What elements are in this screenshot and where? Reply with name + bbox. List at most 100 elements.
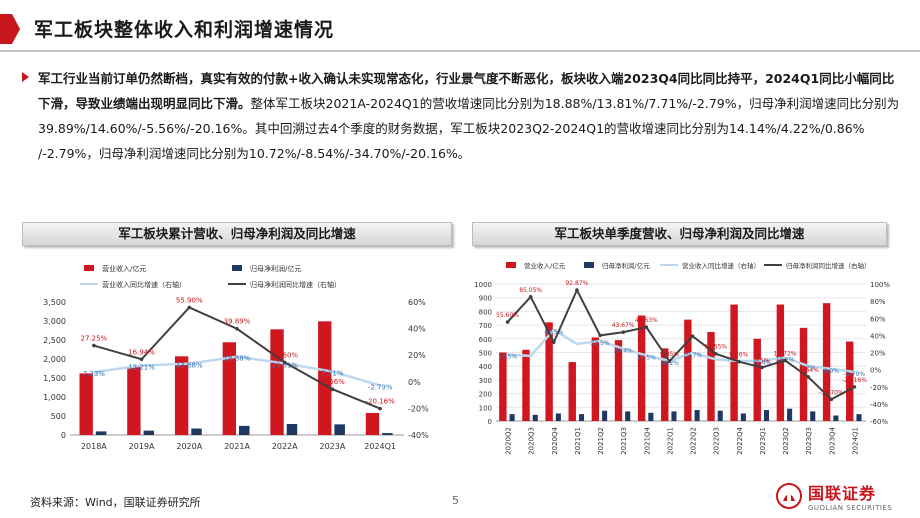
revenue-growth-label: 4.2% <box>801 365 817 372</box>
profit-growth-label: 55.90% <box>176 296 203 304</box>
x-tick-label: 2020Q2 <box>505 427 513 455</box>
profit-growth-label: 14.60% <box>271 351 298 359</box>
x-tick-label: 2022A <box>272 442 298 451</box>
y-left-tick: 800 <box>479 308 492 316</box>
profit-growth-point <box>852 385 857 389</box>
revenue-growth-label: -2.79% <box>844 371 866 378</box>
profit-growth-point <box>690 334 695 339</box>
profit-growth-point <box>783 358 787 363</box>
summary-paragraph: 军工行业当前订单仍然断档，真实有效的付款+收入确认未实现常态化，行业景气度不断恶… <box>38 66 900 166</box>
x-tick-label: 2023A <box>320 442 346 451</box>
profit-growth-point <box>139 357 144 362</box>
revenue-growth-label: 24.4% <box>614 348 633 355</box>
profit-growth-point <box>575 288 579 292</box>
summary-bold-text: 军工行业当前订单仍然断档，真实有效的付款+收入确认未实现常态化，行业景气度不断恶… <box>38 71 895 111</box>
profit-growth-label: 27.25% <box>81 335 108 343</box>
x-tick-label: 2020Q3 <box>528 427 536 455</box>
y-left-tick: 500 <box>479 350 492 358</box>
revenue-growth-label: 16.5% <box>637 354 656 361</box>
profit-growth-label: 43.67% <box>612 322 635 329</box>
y-left-tick: 400 <box>479 363 492 371</box>
legend-label: 归母净利润同比增速（右轴） <box>250 280 341 289</box>
profit-bar <box>625 411 631 421</box>
profit-bar <box>239 425 250 435</box>
profit-bar <box>555 413 561 421</box>
y-left-tick: 2,500 <box>43 336 66 345</box>
y-left-tick: 1,000 <box>43 393 66 402</box>
logo-chinese-name: 国联证券 <box>808 484 877 503</box>
profit-growth-point <box>92 343 96 348</box>
y-right-tick: 40% <box>870 332 886 340</box>
profit-growth-label: -34.70% <box>819 389 844 396</box>
revenue-growth-label: 18.88% <box>224 355 251 363</box>
x-tick-label: 2024Q1 <box>364 442 396 451</box>
x-tick-label: 2019A <box>129 442 155 451</box>
profit-growth-point <box>760 365 764 370</box>
revenue-bar <box>614 340 623 421</box>
page-number: 5 <box>452 494 459 507</box>
y-right-tick: 0% <box>408 378 421 387</box>
y-left-tick: 1,500 <box>43 374 66 383</box>
x-tick-label: 2021Q2 <box>597 427 605 455</box>
profit-growth-label: 55.60% <box>496 312 519 319</box>
y-right-tick: 20% <box>870 350 886 358</box>
x-tick-label: 2020Q4 <box>551 426 559 454</box>
profit-growth-label: 9.85% <box>660 351 679 358</box>
profit-growth-point <box>667 359 672 363</box>
legend-label: 营业收入同比增速（右轴） <box>102 280 186 289</box>
y-left-tick: 500 <box>51 412 66 421</box>
revenue-bar <box>661 348 669 421</box>
legend-label: 营业收入/亿元 <box>524 261 566 270</box>
profit-bar <box>578 414 585 421</box>
profit-growth-label: 9.26% <box>729 352 748 359</box>
y-left-tick: 700 <box>479 322 492 330</box>
x-tick-label: 2023Q1 <box>759 427 767 455</box>
y-left-tick: 300 <box>479 377 492 385</box>
right-chart-title: 军工板块单季度营收、归母净利润及同比增速 <box>472 222 887 246</box>
profit-growth-label: 85.05% <box>519 287 542 294</box>
profit-growth-label: -20.16% <box>366 398 396 406</box>
profit-growth-point <box>187 305 192 310</box>
x-tick-label: 2020A <box>176 442 202 451</box>
x-tick-label: 2021A <box>224 442 250 451</box>
profit-bar <box>763 410 770 421</box>
revenue-bar <box>365 412 380 435</box>
revenue-growth-label: 33.5% <box>591 340 610 347</box>
revenue-bar <box>318 321 332 435</box>
profit-bar <box>856 414 862 421</box>
y-right-tick: 80% <box>870 298 886 306</box>
profit-growth-label: -5.56% <box>320 378 345 386</box>
revenue-growth-label: 13.68% <box>176 362 203 370</box>
profit-growth-label: 10.72% <box>774 350 797 357</box>
x-tick-label: 2022Q3 <box>713 427 721 455</box>
logo-english-name: GUOLIAN SECURITIES <box>808 504 893 512</box>
profit-bar <box>143 430 155 435</box>
profit-bar <box>382 433 393 435</box>
revenue-bar <box>822 303 831 421</box>
revenue-bar <box>127 366 141 435</box>
x-tick-label: 2018A <box>81 442 107 451</box>
legend-swatch <box>584 262 594 268</box>
profit-growth-label: -8.54% <box>798 367 820 374</box>
profit-bar <box>532 414 538 421</box>
x-tick-label: 2023Q4 <box>828 426 836 454</box>
legend-label: 营业收入/亿元 <box>102 264 146 273</box>
profit-growth-point <box>598 333 602 338</box>
header-accent-bar <box>0 14 12 44</box>
x-tick-label: 2021Q1 <box>574 427 582 455</box>
profit-bar <box>509 414 515 421</box>
revenue-growth-label: 0.9% <box>824 368 840 375</box>
profit-bar <box>191 428 202 435</box>
revenue-bar <box>707 331 715 421</box>
profit-growth-point <box>621 330 625 335</box>
revenue-growth-label: 17.5% <box>498 354 517 361</box>
revenue-bar <box>174 356 189 435</box>
y-right-tick: 40% <box>408 325 426 334</box>
profit-bar <box>833 415 839 421</box>
left-chart-title: 军工板块累计营收、归母净利润及同比增速 <box>22 222 452 246</box>
revenue-bar <box>730 304 738 421</box>
profit-growth-label: 92.87% <box>565 280 588 287</box>
profit-bar <box>602 410 608 421</box>
revenue-growth-line <box>507 328 855 374</box>
